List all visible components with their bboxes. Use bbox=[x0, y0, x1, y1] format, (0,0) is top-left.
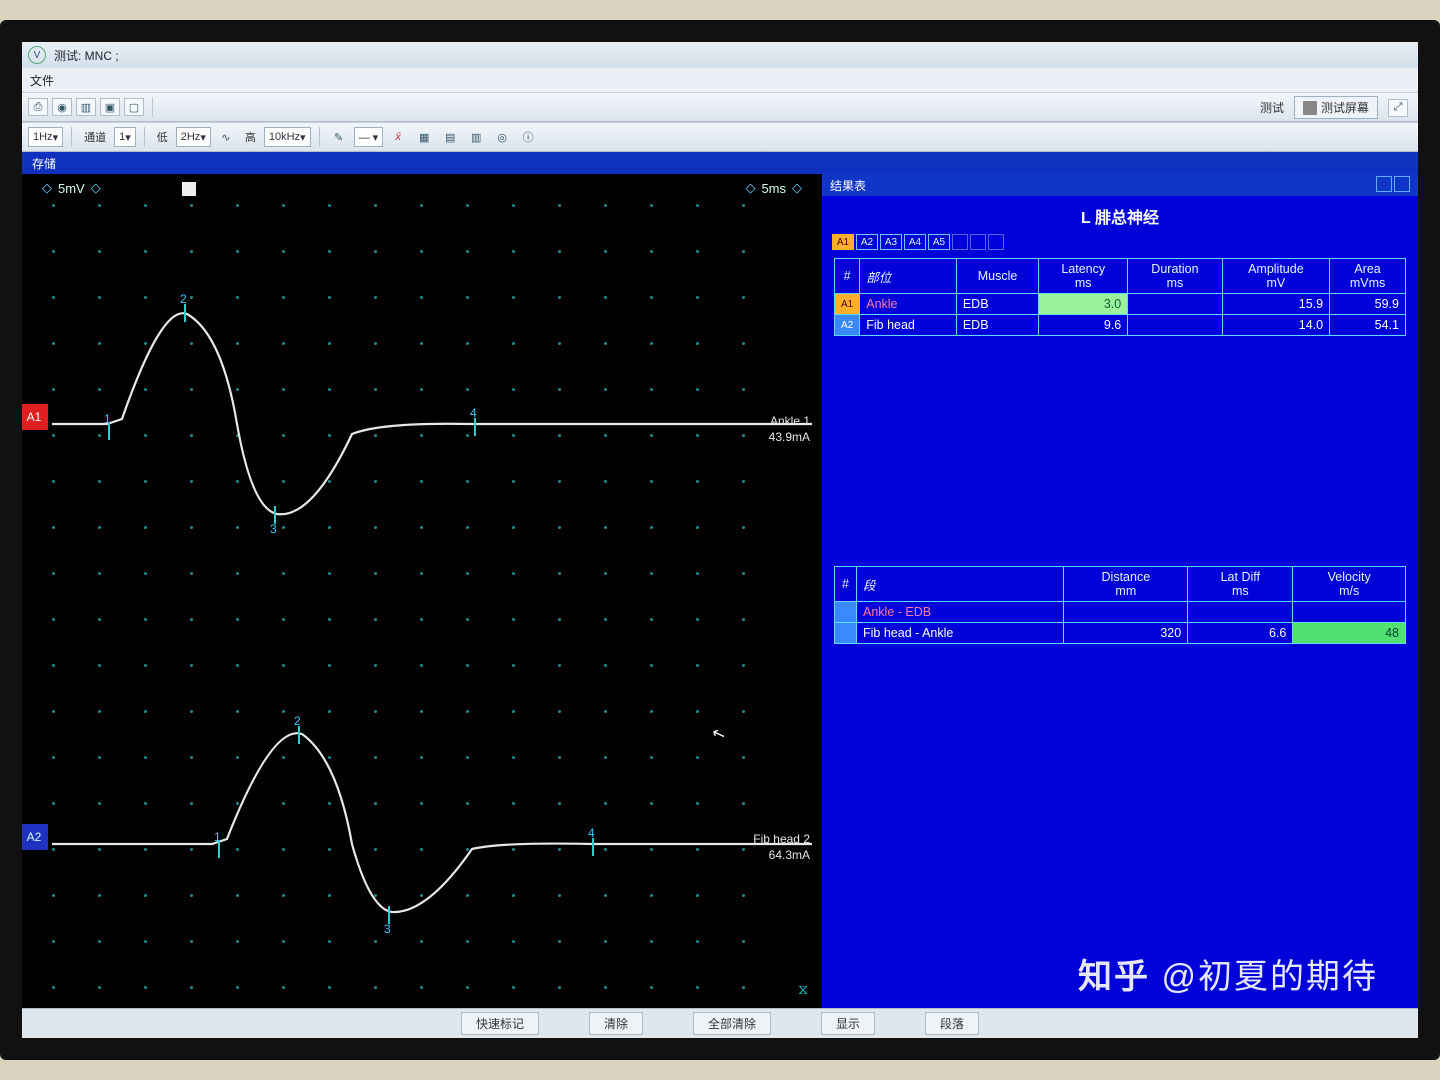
lofilter-icon[interactable]: ∿ bbox=[215, 128, 237, 146]
statusbar: 快速标记 清除 全部清除 显示 段落 bbox=[22, 1008, 1418, 1038]
a-tab-blank[interactable] bbox=[988, 234, 1004, 250]
menu-file[interactable]: 文件 bbox=[30, 72, 54, 89]
trace2-current: 64.3mA bbox=[753, 848, 810, 864]
trace-a1 bbox=[52, 294, 812, 534]
waveform-panel[interactable]: ◇5mV◇ ◇5ms◇ A1 A2 1 2 3 4 Ank bbox=[22, 174, 822, 1008]
results-header-label: 结果表 bbox=[830, 177, 866, 194]
results-table-1: #部位MuscleLatencymsDurationmsAmplitudemVA… bbox=[834, 258, 1406, 336]
hi-label: 高 bbox=[241, 129, 260, 145]
marker-3-tick[interactable] bbox=[274, 506, 276, 524]
mini-tool-2[interactable] bbox=[1394, 176, 1410, 192]
screen-icon bbox=[1303, 101, 1317, 115]
grid3-icon[interactable]: ▥ bbox=[465, 128, 487, 146]
channel-tag-a1[interactable]: A1 bbox=[22, 404, 48, 430]
trace1-labels: Ankle 1 43.9mA bbox=[769, 414, 810, 445]
x-scale[interactable]: ◇5ms◇ bbox=[745, 180, 802, 196]
sb-quickmark[interactable]: 快速标记 bbox=[461, 1012, 539, 1035]
bluebar: 存储 bbox=[22, 152, 1418, 174]
marker2-3-tick[interactable] bbox=[388, 906, 390, 924]
fx-icon[interactable]: x̄ bbox=[387, 128, 409, 146]
btn-test-screen-label: 测试屏幕 bbox=[1321, 99, 1369, 116]
folder-icon[interactable]: ▣ bbox=[100, 98, 120, 116]
table-row[interactable]: Fib head - Ankle3206.648 bbox=[835, 623, 1406, 644]
results-panel: 结果表 L 腓总神经 A1A2A3A4A5 #部位MuscleLatencyms… bbox=[822, 174, 1418, 1008]
toolbar-right: 测试 测试屏幕 ⤢ bbox=[1260, 96, 1408, 119]
y-scale[interactable]: ◇5mV◇ bbox=[42, 180, 101, 196]
table-row[interactable]: A2Fib headEDB9.614.054.1 bbox=[835, 315, 1406, 336]
title-suffix: 测试: MNC ; bbox=[54, 47, 119, 64]
wave-scales: ◇5mV◇ ◇5ms◇ bbox=[42, 180, 802, 196]
marker2-3-num: 3 bbox=[384, 922, 391, 936]
marker-3-num: 3 bbox=[270, 522, 277, 536]
a-tab-blank[interactable] bbox=[952, 234, 968, 250]
channel-tag-a2[interactable]: A2 bbox=[22, 824, 48, 850]
results-header: 结果表 bbox=[822, 174, 1418, 196]
results-mini-tools bbox=[1376, 176, 1410, 192]
trace1-current: 43.9mA bbox=[769, 430, 810, 446]
table-row[interactable]: A1AnkleEDB3.015.959.9 bbox=[835, 294, 1406, 315]
a-tab-a2[interactable]: A2 bbox=[856, 234, 878, 250]
folder2-icon[interactable]: ▢ bbox=[124, 98, 144, 116]
print-icon[interactable]: ⎙ bbox=[28, 98, 48, 116]
trace1-site: Ankle 1 bbox=[769, 414, 810, 430]
sb-clear[interactable]: 清除 bbox=[589, 1012, 643, 1035]
a-tab-a5[interactable]: A5 bbox=[928, 234, 950, 250]
trace-a2 bbox=[52, 714, 812, 954]
watermark: 知乎 @初夏的期待 bbox=[1078, 949, 1378, 998]
marker2-1-tick[interactable] bbox=[218, 840, 220, 858]
results-table-2: #段DistancemmLat DiffmsVelocitym/sAnkle -… bbox=[834, 566, 1406, 644]
lo-label: 低 bbox=[153, 129, 172, 145]
channel-select[interactable]: 1 ▾ bbox=[114, 127, 136, 147]
titlebar: V 测试: MNC ; bbox=[22, 42, 1418, 68]
a-tab-a1[interactable]: A1 bbox=[832, 234, 854, 250]
btn-test-label[interactable]: 测试 bbox=[1260, 99, 1284, 116]
line-style-select[interactable]: — ▾ bbox=[354, 127, 384, 147]
a-tab-blank[interactable] bbox=[970, 234, 986, 250]
hi-select[interactable]: 10kHz ▾ bbox=[264, 127, 311, 147]
a-tab-a3[interactable]: A3 bbox=[880, 234, 902, 250]
table-row[interactable]: Ankle - EDB bbox=[835, 602, 1406, 623]
channel-label: 通道 bbox=[80, 129, 110, 145]
sb-clear-all[interactable]: 全部清除 bbox=[693, 1012, 771, 1035]
trace2-site: Fib head 2 bbox=[753, 832, 810, 848]
toolbar-params: 1Hz ▾ 通道 1 ▾ 低 2Hz ▾ ∿ 高 10kHz ▾ ✎ — ▾ x… bbox=[22, 122, 1418, 152]
sb-display[interactable]: 显示 bbox=[821, 1012, 875, 1035]
toolbar-main: ⎙ ◉ ▥ ▣ ▢ 测试 测试屏幕 ⤢ bbox=[22, 92, 1418, 122]
nerve-title: L 腓总神经 bbox=[822, 196, 1418, 232]
marker-4-tick[interactable] bbox=[474, 418, 476, 436]
freq1-select[interactable]: 1Hz ▾ bbox=[28, 127, 63, 147]
pencil-icon[interactable]: ✎ bbox=[328, 128, 350, 146]
a-tabs: A1A2A3A4A5 bbox=[822, 232, 1418, 258]
target-icon[interactable]: ◎ bbox=[491, 128, 513, 146]
marker2-2-tick[interactable] bbox=[298, 726, 300, 744]
app-logo-icon: V bbox=[28, 46, 46, 64]
marker2-4-tick[interactable] bbox=[592, 838, 594, 856]
grid2-icon[interactable]: ▤ bbox=[439, 128, 461, 146]
lo-select[interactable]: 2Hz ▾ bbox=[176, 127, 211, 147]
mini-tool-1[interactable] bbox=[1376, 176, 1392, 192]
info-icon[interactable]: ⓘ bbox=[517, 128, 539, 146]
menubar[interactable]: 文件 bbox=[22, 68, 1418, 92]
trace2-labels: Fib head 2 64.3mA bbox=[753, 832, 810, 863]
hourglass-icon: ⧖ bbox=[798, 981, 808, 998]
watermark-text: @初夏的期待 bbox=[1161, 958, 1378, 996]
marker-2-tick[interactable] bbox=[184, 304, 186, 322]
chart-icon[interactable]: ▥ bbox=[76, 98, 96, 116]
store-label[interactable]: 存储 bbox=[22, 155, 66, 172]
grid1-icon[interactable]: ▦ bbox=[413, 128, 435, 146]
expand-icon[interactable]: ⤢ bbox=[1388, 99, 1408, 117]
sb-section[interactable]: 段落 bbox=[925, 1012, 979, 1035]
camera-icon[interactable]: ◉ bbox=[52, 98, 72, 116]
a-tab-a4[interactable]: A4 bbox=[904, 234, 926, 250]
marker-1-tick[interactable] bbox=[108, 422, 110, 440]
btn-test-screen[interactable]: 测试屏幕 bbox=[1294, 96, 1378, 119]
